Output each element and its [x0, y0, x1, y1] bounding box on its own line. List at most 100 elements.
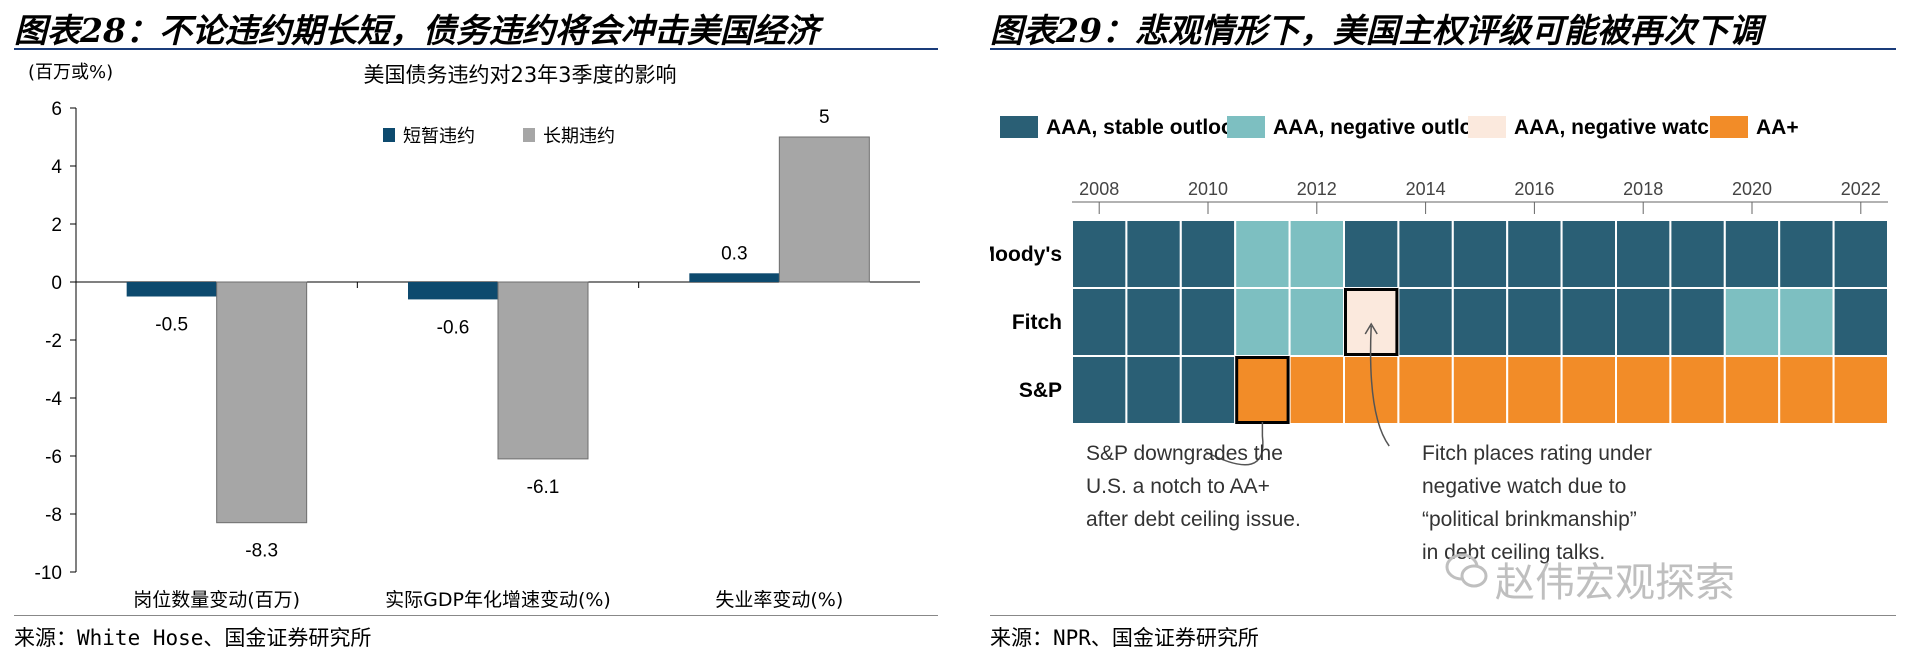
left-figure-panel: 图表28：不论违约期长短，债务违约将会冲击美国经济 (百万或%) 美国债务违约对2…: [14, 11, 938, 650]
watermark-text: 赵伟宏观探索: [1495, 560, 1735, 606]
right-figure-panel: 图表29：悲观情形下，美国主权评级可能被再次下调 AAA, stable out…: [990, 0, 1916, 658]
bar-chart: (百万或%) 美国债务违约对23年3季度的影响 6 4 2 0 -2 -4 -6 -8 -10 岗位数…: [28, 62, 920, 610]
rating-cell: [1125, 219, 1182, 289]
y-tick-label: -6: [45, 447, 62, 468]
rating-cell: [1397, 219, 1454, 289]
rating-cell: [1723, 219, 1781, 289]
rating-cell: [1451, 355, 1509, 425]
rating-cell: [1506, 287, 1563, 357]
legend-label: 短暂违约: [403, 126, 475, 147]
time-tick-label: 2008: [1079, 179, 1119, 199]
annotation-pointer-line: [1369, 325, 1390, 447]
right-title-rule: [990, 48, 1896, 50]
annotation-pointer-line: [1205, 422, 1264, 466]
bar-long-1: [497, 281, 589, 460]
agency-row-label: Moody's: [990, 243, 1062, 266]
bar-value-label: -8.3: [245, 541, 278, 562]
rating-cell: [1125, 355, 1182, 425]
left-bottom-rule: [14, 615, 938, 616]
rating-cell: [1832, 355, 1889, 425]
bar-value-label: 0.3: [721, 243, 747, 264]
rating-cell: [1832, 219, 1889, 289]
bar-short-0: [126, 282, 217, 297]
time-tick-label: 2022: [1841, 179, 1881, 199]
y-tick-label: 6: [51, 99, 62, 120]
rating-cell: [1343, 219, 1400, 289]
rating-cell: [1288, 219, 1346, 289]
time-tick-label: 2020: [1732, 179, 1772, 199]
rating-cell: [1615, 219, 1672, 289]
rating-cell: [1397, 355, 1454, 425]
time-tick-label: 2010: [1188, 179, 1228, 199]
rating-cell: [1179, 355, 1237, 425]
y-axis-unit-label: (百万或%): [28, 62, 113, 83]
rating-cell: [1071, 287, 1128, 357]
legend-label: 长期违约: [543, 126, 615, 147]
bar-chart-title: 美国债务违约对23年3季度的影响: [363, 63, 676, 87]
rating-cell: [1723, 287, 1781, 357]
annotation-text-line: “political brinkmanship”: [1422, 508, 1637, 531]
rating-cell: [1288, 287, 1346, 357]
left-figure-title: 图表28：不论违约期长短，债务违约将会冲击美国经济: [14, 11, 819, 50]
rating-cell: [1179, 219, 1237, 289]
bar-value-label: -0.5: [155, 315, 188, 336]
bar-short-2: [689, 273, 780, 282]
right-bottom-rule: [990, 615, 1896, 616]
y-tick-label: -2: [45, 331, 62, 352]
y-tick-label: 2: [51, 215, 62, 236]
rating-cell: [1832, 287, 1889, 357]
annotation-text-line: in debt ceiling talks.: [1422, 541, 1605, 564]
bar-long-0: [216, 281, 308, 524]
rating-cell: [1179, 287, 1237, 357]
annotation-arrowhead: [1364, 322, 1378, 335]
x-category-label: 失业率变动(%): [715, 589, 843, 610]
rating-cell: [1778, 355, 1835, 425]
bar-long-2: [778, 136, 870, 283]
legend-label: AA+: [1756, 116, 1799, 139]
rating-cell: [1506, 219, 1563, 289]
rating-cell: [1669, 287, 1726, 357]
rating-cell: [1125, 287, 1182, 357]
annotation-text-line: Fitch places rating under: [1422, 442, 1652, 465]
rating-cell: [1071, 219, 1128, 289]
annotation-text-line: after debt ceiling issue.: [1086, 508, 1301, 531]
agency-row-label: Fitch: [1012, 311, 1062, 334]
legend-label: AAA, stable outlook: [1046, 116, 1246, 139]
bar-value-label: 5: [819, 107, 830, 128]
rating-cell: [1451, 219, 1509, 289]
agency-row-label: S&P: [1019, 379, 1062, 402]
legend-swatch: [523, 128, 535, 142]
rating-cell: [1560, 355, 1617, 425]
rating-cell: [1451, 287, 1509, 357]
y-tick-label: -10: [35, 563, 62, 584]
time-tick-label: 2014: [1406, 179, 1446, 199]
rating-cell: [1669, 219, 1726, 289]
rating-cell: [1615, 355, 1672, 425]
rating-cell: [1723, 355, 1781, 425]
x-category-label: 岗位数量变动(百万): [133, 589, 300, 610]
legend-swatch-aa_plus: [1710, 116, 1748, 138]
legend-swatch-neg_watch: [1468, 116, 1506, 138]
y-tick-label: 4: [51, 157, 62, 178]
x-category-label: 实际GDP年化增速变动(%): [385, 589, 611, 610]
legend-swatch: [383, 128, 395, 142]
legend-label: AAA, negative watch: [1514, 116, 1722, 139]
rating-cell: [1288, 355, 1346, 425]
left-title-rule: [14, 48, 938, 50]
wechat-icon: [1445, 553, 1488, 588]
annotation-text-line: negative watch due to: [1422, 475, 1626, 498]
annotation-text-line: U.S. a notch to AA+: [1086, 475, 1270, 498]
annotation-text-line: S&P downgrades the: [1086, 442, 1283, 465]
rating-cell: [1560, 287, 1617, 357]
time-tick-label: 2018: [1623, 179, 1663, 199]
time-tick-label: 2016: [1514, 179, 1554, 199]
left-source: 来源：White Hose、国金证券研究所: [14, 626, 372, 650]
rating-cell: [1506, 355, 1563, 425]
y-tick-label: -8: [45, 505, 62, 526]
bar-value-label: -6.1: [527, 477, 560, 498]
rating-cell: [1669, 355, 1726, 425]
rating-cell: [1778, 287, 1835, 357]
y-tick-label: 0: [51, 273, 62, 294]
bar-short-1: [408, 282, 498, 300]
legend-label: AAA, negative outlook: [1273, 116, 1497, 139]
